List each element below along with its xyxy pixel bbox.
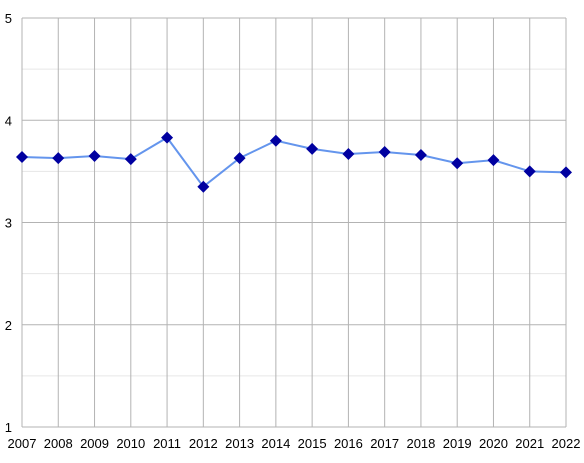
series-layer [16, 131, 572, 193]
x-tick-label: 2022 [552, 436, 581, 451]
x-tick-label: 2010 [116, 436, 145, 451]
data-point-marker [269, 134, 282, 147]
x-tick-label: 2012 [189, 436, 218, 451]
data-point-marker [306, 142, 319, 155]
x-tick-label: 2020 [479, 436, 508, 451]
data-point-marker [161, 131, 174, 144]
x-tick-label: 2007 [8, 436, 37, 451]
y-tick-label: 1 [5, 420, 12, 435]
y-tick-label: 5 [5, 11, 12, 26]
data-point-marker [451, 157, 464, 170]
data-point-marker [342, 147, 355, 160]
y-tick-label: 2 [5, 318, 12, 333]
x-tick-label: 2015 [298, 436, 327, 451]
x-tick-label: 2013 [225, 436, 254, 451]
x-tick-label: 2011 [153, 436, 181, 451]
x-tick-label: 2017 [370, 436, 399, 451]
data-point-marker [124, 153, 137, 166]
x-tick-label: 2019 [443, 436, 472, 451]
data-point-marker [233, 152, 246, 165]
series-line [21, 136, 567, 189]
x-tick-label: 2021 [515, 436, 544, 451]
y-tick-label: 4 [5, 113, 12, 128]
data-point-marker [523, 165, 536, 178]
data-point-marker [414, 149, 427, 162]
x-tick-label: 2009 [80, 436, 109, 451]
x-tick-label: 2018 [406, 436, 435, 451]
data-point-marker [378, 145, 391, 158]
y-tick-label: 3 [5, 216, 12, 231]
data-point-marker [16, 151, 28, 164]
x-tick-label: 2008 [44, 436, 73, 451]
x-tick-label: 2016 [334, 436, 363, 451]
grid [21, 17, 567, 428]
data-point-marker [560, 166, 572, 179]
data-point-marker [487, 154, 500, 167]
x-axis-ticks: 2007 2008 2009 2010 2011 2012 2013 2014 2015 2016… [8, 436, 581, 451]
data-point-marker [52, 152, 65, 165]
y-axis-ticks: 1 2 3 4 5 [5, 11, 12, 435]
data-point-marker [88, 150, 101, 163]
data-point-marker [197, 180, 210, 193]
x-tick-label: 2014 [261, 436, 290, 451]
